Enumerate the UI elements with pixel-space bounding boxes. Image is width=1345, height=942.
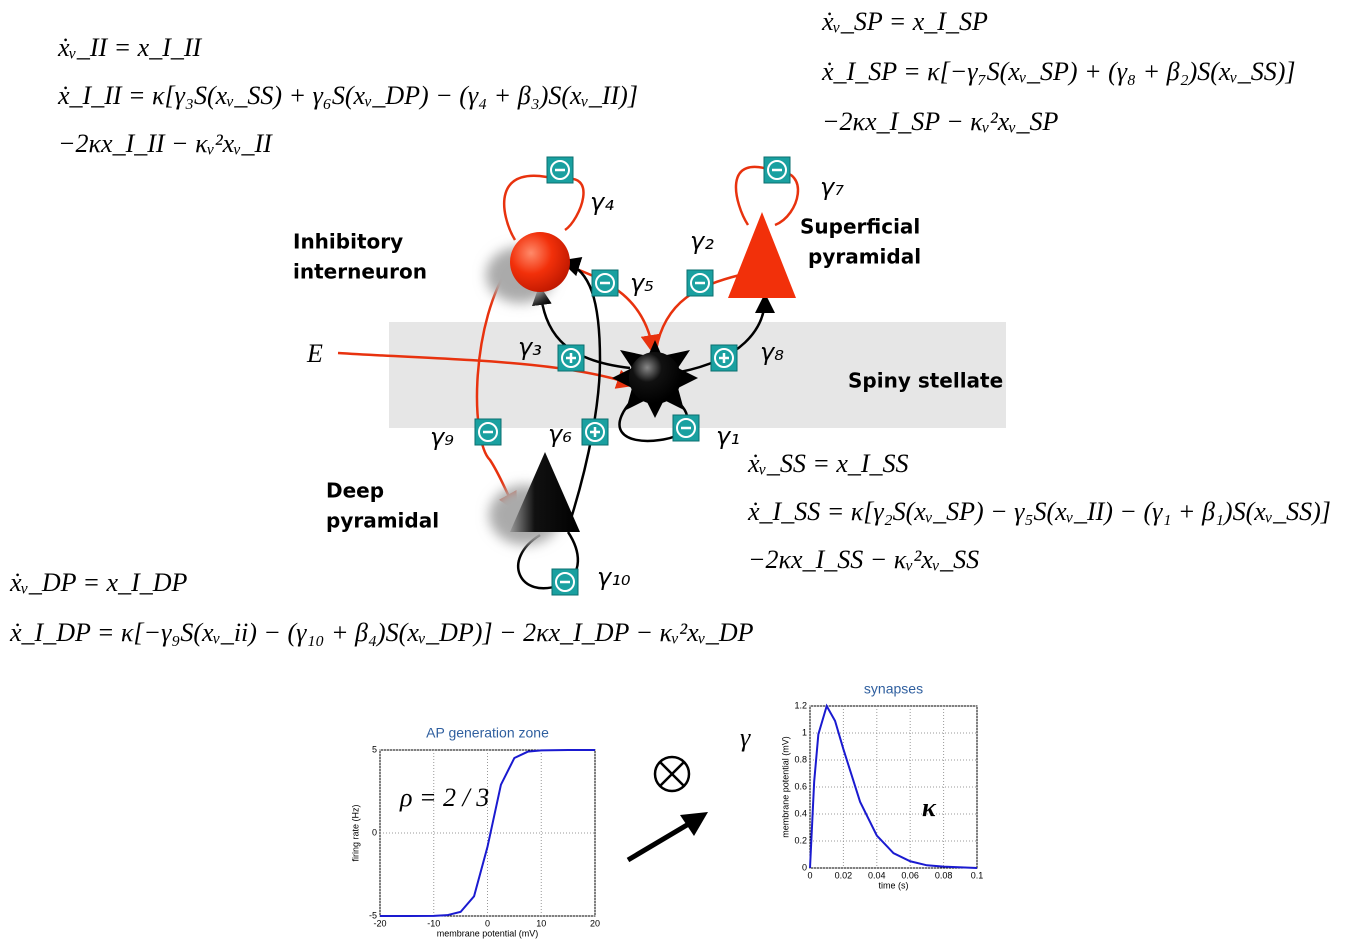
equation: ẋ_I_SS = κ[γ₂S(xᵥ_SP) − γ₅S(xᵥ_II) − (γ₁… — [747, 497, 1331, 526]
y-tick-label: 0.4 — [794, 808, 807, 818]
node-label: pyramidal — [326, 509, 439, 533]
node-label: pyramidal — [808, 245, 921, 269]
annotation: ρ = 2 / 3 — [399, 783, 489, 812]
x-tick-label: -10 — [427, 918, 440, 928]
equation: ẋ_I_II = κ[γ₃S(xᵥ_SS) + γ₆S(xᵥ_DP) − (γ₄… — [57, 81, 638, 110]
chart-title: AP generation zone — [426, 725, 549, 741]
node-label: Superficial — [800, 215, 920, 239]
gamma-label: γ₅ — [630, 269, 654, 297]
y-tick-label: 0 — [372, 827, 377, 837]
gamma-label: γ₁ — [716, 422, 740, 450]
equation: ẋᵥ_SP = x_I_SP — [821, 7, 988, 36]
gamma-label: γ₉ — [430, 423, 454, 451]
y-tick-label: 1.2 — [794, 700, 807, 710]
x-tick-label: 0 — [485, 918, 490, 928]
x-tick-label: 0.1 — [971, 870, 984, 880]
x-tick-label: 0.08 — [935, 870, 953, 880]
y-tick-label: 5 — [372, 744, 377, 754]
x-tick-label: 0.06 — [901, 870, 919, 880]
y-axis-label: firing rate (Hz) — [350, 804, 360, 861]
x-axis-label: time (s) — [879, 880, 909, 890]
arrow — [628, 812, 708, 860]
node-label: Deep — [326, 479, 384, 503]
gamma-label: γ₈ — [760, 338, 784, 366]
y-tick-label: 1 — [802, 727, 807, 737]
equation: −2κx_I_SP − κᵥ²xᵥ_SP — [822, 107, 1059, 136]
equation: ẋᵥ_II = x_I_II — [57, 33, 203, 62]
x-tick-label: 0 — [807, 870, 812, 880]
gamma-label: γ₇ — [820, 173, 844, 201]
x-tick-label: 0.02 — [835, 870, 853, 880]
gamma-label: γ₃ — [518, 333, 542, 361]
gamma-label: γ₄ — [590, 188, 614, 216]
equation: ẋ_I_DP = κ[−γ₉S(xᵥ_ii) − (γ₁₀ + β₄)S(xᵥ_… — [9, 618, 754, 647]
equation: ẋ_I_SP = κ[−γ₇S(xᵥ_SP) + (γ₈ + β₂)S(xᵥ_S… — [821, 57, 1296, 86]
y-tick-label: 0 — [802, 862, 807, 872]
superficial-node — [728, 212, 796, 298]
figure: ẋᵥ_II = x_I_II ẋ_I_II = κ[γ₃S(xᵥ_SS) + γ₆… — [0, 0, 1345, 942]
annotation: κ — [922, 793, 937, 822]
node-label: Inhibitory — [293, 230, 403, 254]
gamma-label: γ₂ — [690, 227, 714, 255]
gamma-label: γ₆ — [548, 420, 572, 448]
node-label: Spiny stellate — [848, 369, 1003, 393]
equation: ẋᵥ_SS = x_I_SS — [747, 449, 909, 478]
equation: ẋᵥ_DP = x_I_DP — [9, 568, 188, 597]
x-tick-label: 0.04 — [868, 870, 886, 880]
inhibitory-node — [510, 232, 570, 292]
equation: −2κx_I_SS − κᵥ²xᵥ_SS — [748, 545, 979, 574]
y-tick-label: 0.6 — [794, 781, 807, 791]
annotation: γ — [740, 723, 751, 752]
chart-title: synapses — [864, 681, 923, 697]
y-axis-label: membrane potential (mV) — [780, 736, 790, 838]
input-label: E — [306, 339, 323, 368]
y-tick-label: 0.2 — [794, 835, 807, 845]
equation: −2κx_I_II − κᵥ²xᵥ_II — [58, 129, 273, 158]
gamma-label: γ₁₀ — [597, 563, 631, 591]
x-tick-label: 20 — [590, 918, 600, 928]
y-tick-label: -5 — [369, 910, 377, 920]
convolution-symbol — [655, 757, 689, 791]
x-axis-label: membrane potential (mV) — [437, 928, 539, 938]
node-label: interneuron — [293, 260, 427, 284]
x-tick-label: 10 — [536, 918, 546, 928]
y-tick-label: 0.8 — [794, 754, 807, 764]
